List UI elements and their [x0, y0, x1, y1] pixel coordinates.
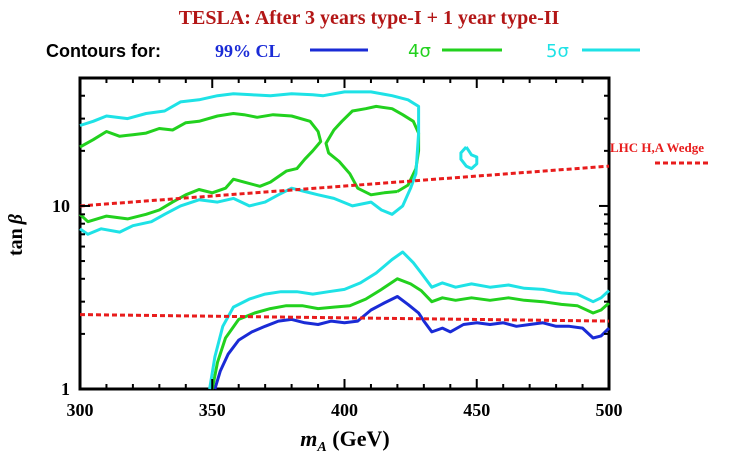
- x-tick-label-500: 500: [596, 400, 623, 420]
- legend-label-4sigma: 4σ: [408, 41, 431, 62]
- x-axis-label: mA (GeV): [300, 426, 389, 455]
- contour-2-0: [208, 250, 611, 390]
- chart-title: TESLA: After 3 years type-I + 1 year typ…: [179, 7, 560, 29]
- legend-label-99cl: 99% CL: [215, 41, 281, 61]
- contour-0-0: [213, 295, 611, 390]
- plot-frame: [78, 76, 611, 391]
- y-tick-label-1: 1: [61, 379, 70, 399]
- x-tick-label-350: 350: [199, 400, 226, 420]
- contour-1-2: [324, 104, 421, 197]
- legend-label-5sigma: 5σ: [546, 41, 569, 62]
- legend-prefix: Contours for:: [46, 41, 161, 61]
- legend: Contours for: 99% CL 4σ 5σ: [46, 41, 640, 62]
- contour-1-1: [78, 112, 323, 224]
- wedge-annotation: LHC H,A Wedge: [610, 140, 710, 165]
- y-tick-label-10: 10: [52, 196, 70, 216]
- x-axis-label-main: m: [300, 426, 317, 451]
- contour-layer: [78, 90, 611, 390]
- legend-item-4sigma: 4σ: [408, 41, 502, 62]
- wedge-annotation-label: LHC H,A Wedge: [610, 140, 704, 155]
- x-tick-label-400: 400: [331, 400, 358, 420]
- y-axis-label: tan β: [5, 213, 27, 256]
- reference-line-layer: [79, 164, 610, 323]
- contour-2-2: [459, 145, 479, 171]
- y-axis-label-greek: β: [5, 213, 27, 225]
- x-axis-label-sub: A: [316, 440, 326, 455]
- x-tick-label-450: 450: [463, 400, 490, 420]
- legend-item-5sigma: 5σ: [546, 41, 640, 62]
- x-axis-ticks: 300 350 400 450 500: [67, 78, 623, 420]
- y-axis-ticks: 1 10: [52, 77, 609, 399]
- reference-line-0: [79, 164, 610, 208]
- contour-1-0: [210, 277, 610, 390]
- reference-line-1: [79, 313, 610, 323]
- contour-2-1: [79, 90, 421, 236]
- x-axis-label-unit: (GeV): [327, 426, 390, 451]
- legend-item-99cl: 99% CL: [215, 41, 368, 61]
- y-axis-label-main: tan: [5, 228, 27, 256]
- x-tick-label-300: 300: [67, 400, 94, 420]
